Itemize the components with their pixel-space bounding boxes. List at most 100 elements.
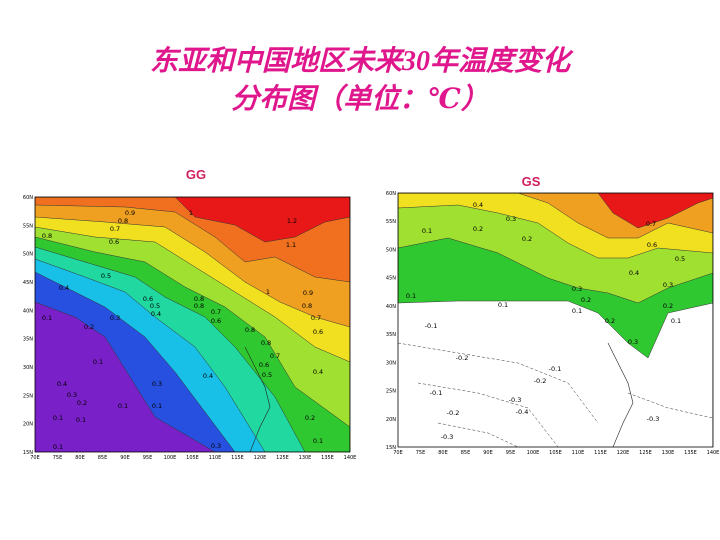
- contour-label: 0.3: [628, 338, 638, 346]
- contour-label: 0.5: [675, 255, 685, 263]
- x-tick-label: 70E: [30, 455, 40, 461]
- contour-label: -0.3: [509, 396, 522, 404]
- y-tick-label: 30N: [23, 365, 33, 371]
- contour-band: [398, 193, 713, 447]
- contour-label: 0.6: [211, 317, 221, 325]
- x-tick-label: 120E: [254, 455, 267, 461]
- contour-label: 0.6: [109, 238, 119, 246]
- contour-line: [437, 422, 519, 447]
- x-tick-label: 90E: [483, 450, 493, 456]
- contour-label: 0.1: [671, 317, 681, 325]
- map-frame: [34, 196, 351, 453]
- y-tick-label: 25N: [386, 389, 396, 395]
- y-tick-label: 60N: [23, 195, 33, 201]
- x-tick-label: 85E: [98, 455, 108, 461]
- y-tick-label: 35N: [386, 332, 396, 338]
- x-tick-label: 140E: [707, 450, 720, 456]
- contour-line: [398, 342, 599, 424]
- contour-label: -0.2: [534, 377, 547, 385]
- contour-label: 0.3: [572, 285, 582, 293]
- contour-label: 0.4: [473, 201, 483, 209]
- x-tick-label: 120E: [617, 450, 630, 456]
- contour-label: 0.3: [663, 281, 673, 289]
- contour-label: 0.2: [84, 323, 94, 331]
- contour-label: 0.4: [629, 269, 639, 277]
- contour-label: 0.2: [522, 235, 532, 243]
- contour-label: 0.2: [581, 296, 591, 304]
- contour-label: 0.6: [259, 361, 269, 369]
- contour-label: -0.1: [425, 322, 438, 330]
- y-tick-label: 30N: [386, 360, 396, 366]
- x-tick-label: 135E: [321, 455, 334, 461]
- contour-band: [398, 193, 713, 447]
- contour-label: 0.4: [151, 310, 161, 318]
- contour-line: [417, 382, 559, 447]
- contour-label: -0.3: [441, 433, 454, 441]
- contour-label: -0.4: [516, 408, 529, 416]
- x-tick-label: 70E: [393, 450, 403, 456]
- y-tick-label: 45N: [23, 280, 33, 286]
- contour-label: 0.6: [647, 241, 657, 249]
- contour-label: 0.2: [77, 399, 87, 407]
- contour-label: 0.4: [203, 372, 213, 380]
- contour-band: [35, 197, 350, 452]
- contour-label: 0.9: [125, 209, 135, 217]
- panel-label: GS: [522, 174, 541, 189]
- contour-label: 0.1: [42, 314, 52, 322]
- contour-label: 0.3: [152, 380, 162, 388]
- contour-label: 0.7: [646, 220, 656, 228]
- contour-label: 1.1: [286, 241, 296, 249]
- y-tick-label: 55N: [23, 223, 33, 229]
- contour-label: 1: [189, 209, 193, 217]
- contour-label: 0.9: [303, 289, 313, 297]
- contour-label: 0.8: [302, 302, 312, 310]
- x-tick-label: 110E: [572, 450, 585, 456]
- map-frame: [397, 192, 714, 448]
- contour-label: 0.1: [93, 358, 103, 366]
- x-tick-label: 125E: [639, 450, 652, 456]
- contour-label: -0.1: [549, 365, 562, 373]
- x-tick-label: 135E: [684, 450, 697, 456]
- contour-label: 0.8: [261, 339, 271, 347]
- y-tick-label: 25N: [23, 393, 33, 399]
- contour-label: 0.4: [59, 284, 69, 292]
- x-tick-label: 75E: [416, 450, 426, 456]
- contour-label: 0.7: [311, 314, 321, 322]
- contour-label: 0.8: [194, 302, 204, 310]
- x-tick-label: 115E: [594, 450, 607, 456]
- x-tick-label: 80E: [438, 450, 448, 456]
- contour-label: 0.5: [101, 272, 111, 280]
- x-tick-label: 75E: [53, 455, 63, 461]
- contour-line: [627, 392, 713, 419]
- map-gg: [35, 197, 350, 452]
- y-tick-label: 40N: [23, 308, 33, 314]
- contour-label: 0.1: [53, 443, 63, 451]
- contour-label: 1: [266, 288, 270, 296]
- y-tick-label: 55N: [386, 219, 396, 225]
- contour-label: 0.1: [313, 437, 323, 445]
- contour-label: 0.1: [422, 227, 432, 235]
- y-tick-label: 45N: [386, 276, 396, 282]
- contour-label: 0.1: [118, 402, 128, 410]
- y-tick-label: 35N: [23, 337, 33, 343]
- x-tick-label: 130E: [299, 455, 312, 461]
- title-line1: 东亚和中国地区未来30年温度变化: [150, 45, 574, 77]
- contour-label: 0.6: [143, 295, 153, 303]
- x-tick-label: 105E: [549, 450, 562, 456]
- contour-label: 0.7: [211, 308, 221, 316]
- contour-label: 0.1: [53, 414, 63, 422]
- coastline: [607, 342, 634, 447]
- y-tick-label: 20N: [23, 422, 33, 428]
- contour-band: [35, 197, 350, 452]
- x-tick-label: 130E: [662, 450, 675, 456]
- contour-label: -0.3: [647, 415, 660, 423]
- x-tick-label: 140E: [344, 455, 357, 461]
- contour-label: 0.7: [270, 352, 280, 360]
- contour-label: 0.5: [150, 302, 160, 310]
- contour-label: 0.2: [605, 317, 615, 325]
- contour-label: 0.1: [406, 292, 416, 300]
- contour-label: 0.2: [473, 225, 483, 233]
- x-tick-label: 100E: [164, 455, 177, 461]
- contour-label: 0.4: [313, 368, 323, 376]
